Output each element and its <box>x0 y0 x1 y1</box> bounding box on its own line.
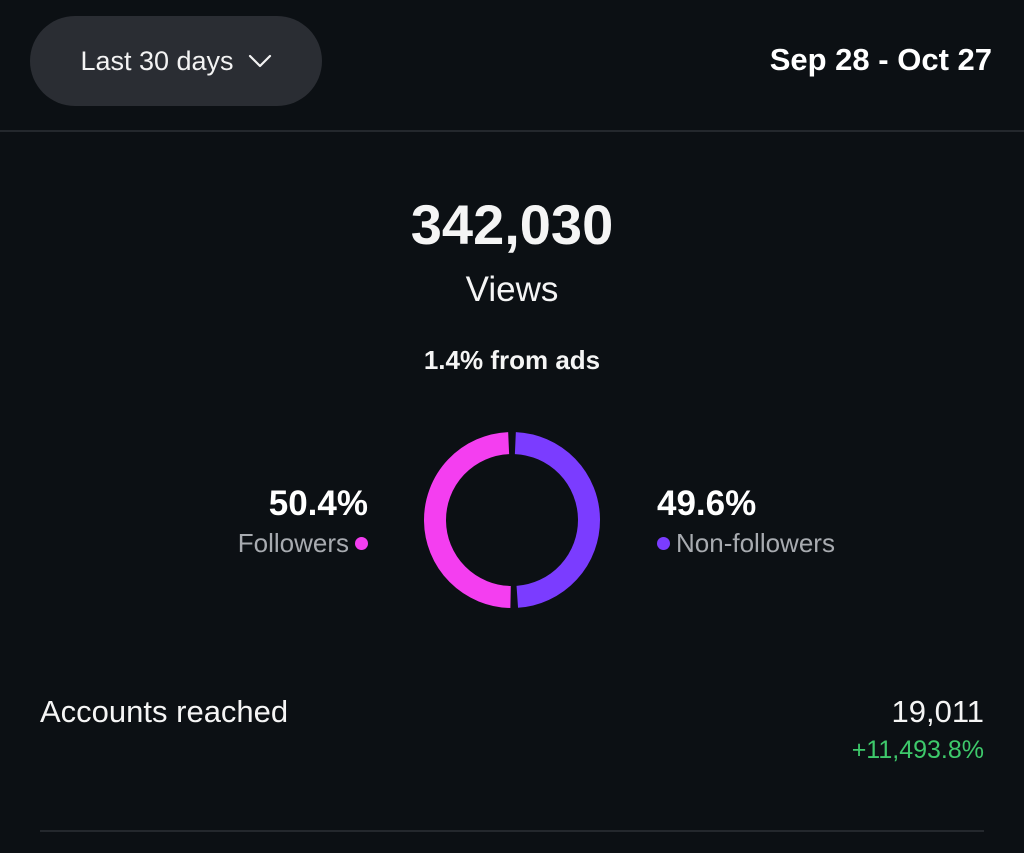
non-followers-label: Non-followers <box>676 528 835 558</box>
metric-label: Views <box>465 270 559 309</box>
date-range-text: Sep 28 - Oct 27 <box>769 42 992 77</box>
donut-segment-non-followers <box>514 432 600 608</box>
non-followers-dot-icon <box>657 537 670 550</box>
accounts-reached-change: +11,493.8% <box>851 736 984 764</box>
accounts-reached-label: Accounts reached <box>40 694 289 729</box>
non-followers-percent: 49.6% <box>657 484 757 523</box>
donut-segment-followers <box>424 432 512 608</box>
followers-donut-chart <box>424 432 600 608</box>
followers-dot-icon <box>355 537 368 550</box>
chevron-down-icon <box>248 54 271 68</box>
divider <box>40 830 984 832</box>
date-range-dropdown[interactable]: Last 30 days <box>30 16 322 106</box>
legend-followers: 50.4% Followers <box>238 484 368 559</box>
date-range-label: Last 30 days <box>80 45 234 76</box>
divider <box>0 130 1024 132</box>
legend-non-followers: 49.6% Non-followers <box>657 484 835 559</box>
ads-note: 1.4% from ads <box>423 345 601 375</box>
followers-percent: 50.4% <box>268 484 368 523</box>
accounts-reached-value: 19,011 <box>891 694 984 729</box>
followers-label: Followers <box>237 528 349 558</box>
total-views: 342,030 <box>410 193 614 256</box>
